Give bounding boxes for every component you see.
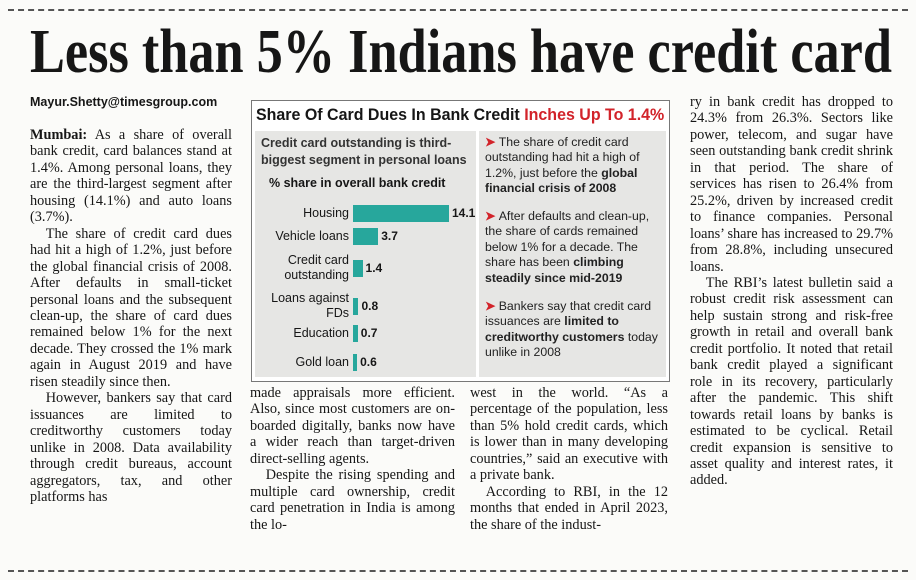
note-text: climbing steadily since mid-2019 <box>485 255 624 285</box>
value-label: 14.1 <box>452 206 476 220</box>
paragraph-text: Despite the rising spending and multiple… <box>250 467 455 533</box>
category-label: Gold loan <box>295 355 349 369</box>
paragraph: Mumbai: As a share of overall bank credi… <box>30 127 232 226</box>
bar <box>353 259 363 277</box>
bar <box>353 325 358 342</box>
column: made appraisals more efficient. Also, si… <box>250 385 455 559</box>
note-text: After defaults and clean-up, the share o… <box>485 209 650 270</box>
bar <box>353 228 379 245</box>
bottom-rule <box>8 570 908 572</box>
note-text: limited to creditworthy customers <box>485 314 625 344</box>
category-label: Credit card outstanding <box>284 253 349 282</box>
column: west in the world. “As a percentage of t… <box>470 385 668 559</box>
paragraph-text: west in the world. “As a percentage of t… <box>470 385 668 484</box>
column: Mumbai: As a share of overall bank credi… <box>30 127 232 559</box>
chart-panel: Credit card outstanding is third-biggest… <box>255 131 476 377</box>
paragraph-text: ry in bank credit has dropped to 24.3% f… <box>690 94 893 275</box>
note: ➤ Bankers say that credit card issuances… <box>485 299 663 361</box>
dateline: Mumbai: <box>30 127 88 143</box>
value-label: 3.7 <box>381 229 398 243</box>
value-label: 1.4 <box>365 260 383 275</box>
paragraph: west in the world. “As a percentage of t… <box>470 385 668 484</box>
note: ➤ The share of credit card outstanding h… <box>485 135 663 197</box>
category-label: Education <box>293 326 349 340</box>
value-label: 0.8 <box>361 298 379 313</box>
chart-subtitle: Credit card outstanding is third-biggest… <box>261 136 467 167</box>
paragraph: ry in bank credit has dropped to 24.3% f… <box>690 94 893 275</box>
category-label: Loans against FDs <box>271 291 349 320</box>
category-label: Housing <box>303 206 349 220</box>
chart-title-part: Share Of Card Dues In Bank Credit <box>256 105 520 124</box>
paragraph-text: The RBI’s latest bulletin said a robust … <box>690 274 893 489</box>
paragraph: However, bankers say that card issuances… <box>30 390 232 505</box>
axis-label: % share in overall bank credit <box>269 176 446 190</box>
note-text: Bankers say that credit card issuances a… <box>485 299 652 329</box>
bullet-arrow: ➤ <box>485 209 499 223</box>
note: ➤ After defaults and clean-up, the share… <box>485 209 663 286</box>
paragraph-text: According to RBI, in the 12 months that … <box>470 483 668 533</box>
paragraph: made appraisals more efficient. Also, si… <box>250 385 455 467</box>
paragraph: According to RBI, in the 12 months that … <box>470 484 668 533</box>
paragraph: The RBI’s latest bulletin said a robust … <box>690 275 893 489</box>
value-label: 0.6 <box>360 355 377 369</box>
paragraph-text: The share of credit card dues had hit a … <box>30 225 232 390</box>
paragraph-text: As a share of overall bank credit, card … <box>30 127 232 226</box>
bar <box>353 354 358 371</box>
paragraph: The share of credit card dues had hit a … <box>30 226 232 391</box>
note-text: today unlike in 2008 <box>485 329 658 360</box>
bar <box>353 297 359 315</box>
paragraph-text: made appraisals more efficient. Also, si… <box>250 385 455 467</box>
top-rule <box>8 9 908 11</box>
value-label: 0.7 <box>360 326 378 340</box>
bullet-arrow: ➤ <box>485 299 499 313</box>
headline: Less than 5% Indians have credit card <box>30 18 892 86</box>
category-label: Vehicle loans <box>275 229 349 243</box>
chart: Share Of Card Dues In Bank Credit Inches… <box>251 100 670 382</box>
chart-title-part: Inches Up To 1.4% <box>524 105 665 124</box>
bar <box>353 205 449 222</box>
note-text: global financial crisis of 2008 <box>485 165 638 196</box>
column: ry in bank credit has dropped to 24.3% f… <box>690 94 893 559</box>
chart-title: Share Of Card Dues In Bank Credit Inches… <box>256 105 664 125</box>
bullet-arrow: ➤ <box>485 135 499 149</box>
notes-panel: ➤ The share of credit card outstanding h… <box>479 131 666 377</box>
note-text: The share of credit card outstanding had… <box>485 135 640 180</box>
paragraph-text: However, bankers say that card issuances… <box>30 390 232 505</box>
paragraph: Despite the rising spending and multiple… <box>250 467 455 533</box>
byline: Mayur.Shetty@timesgroup.com <box>30 95 218 109</box>
